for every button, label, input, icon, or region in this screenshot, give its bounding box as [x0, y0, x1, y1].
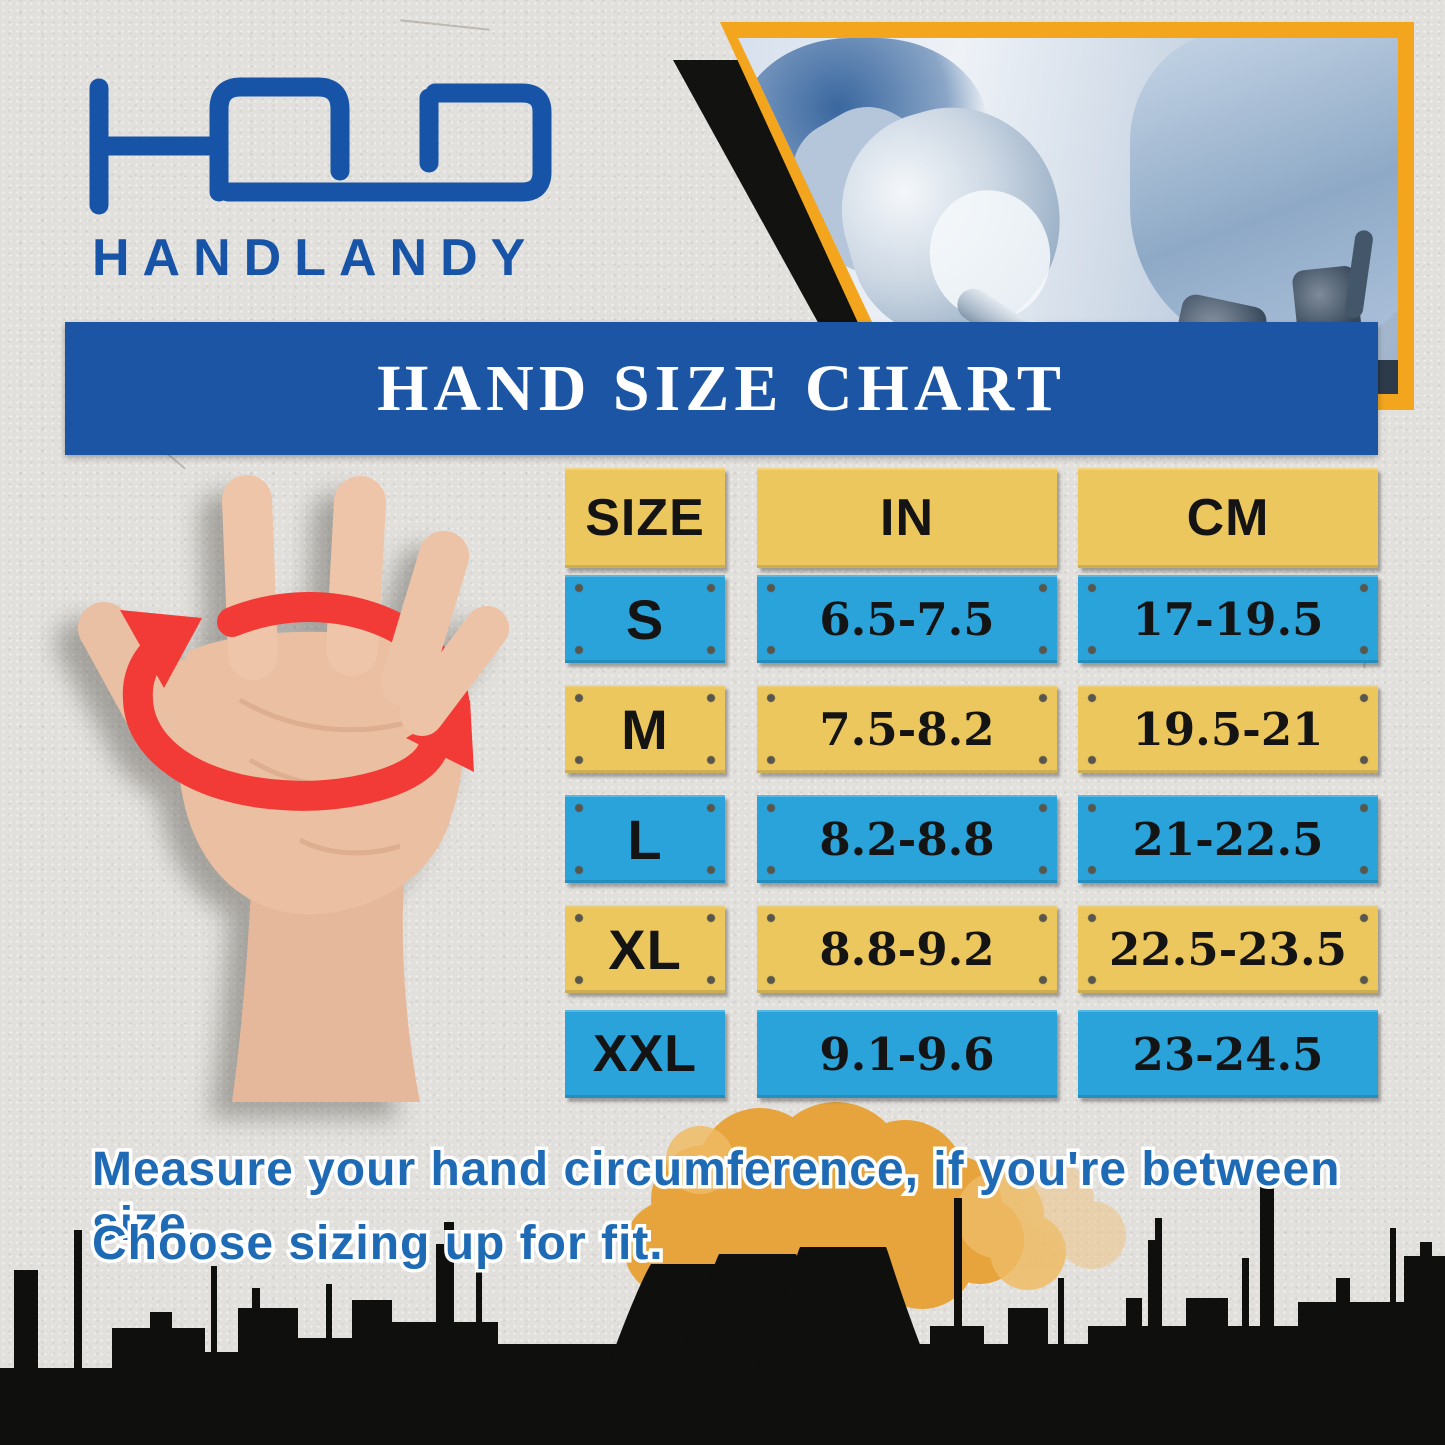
cell-size: M	[565, 685, 725, 773]
cell-in: 6.5-7.5	[757, 575, 1057, 663]
col-header-cm: CM	[1078, 468, 1378, 568]
cell-cm: 19.5-21	[1078, 685, 1378, 773]
col-header-in: IN	[757, 468, 1057, 568]
cell-in: 8.2-8.8	[757, 795, 1057, 883]
industrial-skyline	[0, 1156, 1445, 1445]
cell-in: 9.1-9.6	[757, 1010, 1057, 1098]
cell-cm: 22.5-23.5	[1078, 905, 1378, 993]
cell-size: L	[565, 795, 725, 883]
brand-logo-mark	[89, 77, 552, 215]
hand-measure-photo	[78, 475, 509, 1102]
col-header-size: SIZE	[565, 468, 725, 568]
footnote-line-2: Choose sizing up for fit.	[89, 1214, 667, 1274]
cell-cm: 23-24.5	[1078, 1010, 1378, 1098]
cell-cm: 21-22.5	[1078, 795, 1378, 883]
cell-size: S	[565, 575, 725, 663]
brand-wordmark: HANDLANDY	[92, 229, 539, 287]
ring-finger-over-arrow	[381, 531, 469, 707]
pinky-finger-over-arrow	[400, 606, 509, 736]
cell-size: XXL	[565, 1010, 725, 1098]
cell-in: 7.5-8.2	[757, 685, 1057, 773]
cell-size: XL	[565, 905, 725, 993]
cooling-tower	[753, 1247, 933, 1378]
footnote-line-1: Measure your hand circumference, if you'…	[89, 1140, 1343, 1255]
cell-cm: 17-19.5	[1078, 575, 1378, 663]
page-title: HAND SIZE CHART	[377, 351, 1066, 425]
title-banner: HAND SIZE CHART	[65, 322, 1378, 455]
smoke-clouds	[624, 1102, 1126, 1320]
cell-in: 8.8-9.2	[757, 905, 1057, 993]
